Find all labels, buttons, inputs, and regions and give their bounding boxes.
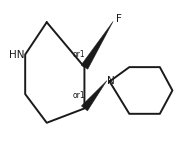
Text: or1: or1 [73, 91, 85, 100]
Polygon shape [81, 21, 113, 69]
Text: or1: or1 [73, 50, 85, 59]
Text: N: N [107, 76, 114, 86]
Polygon shape [81, 81, 107, 111]
Text: HN: HN [9, 50, 25, 60]
Text: F: F [116, 14, 121, 24]
